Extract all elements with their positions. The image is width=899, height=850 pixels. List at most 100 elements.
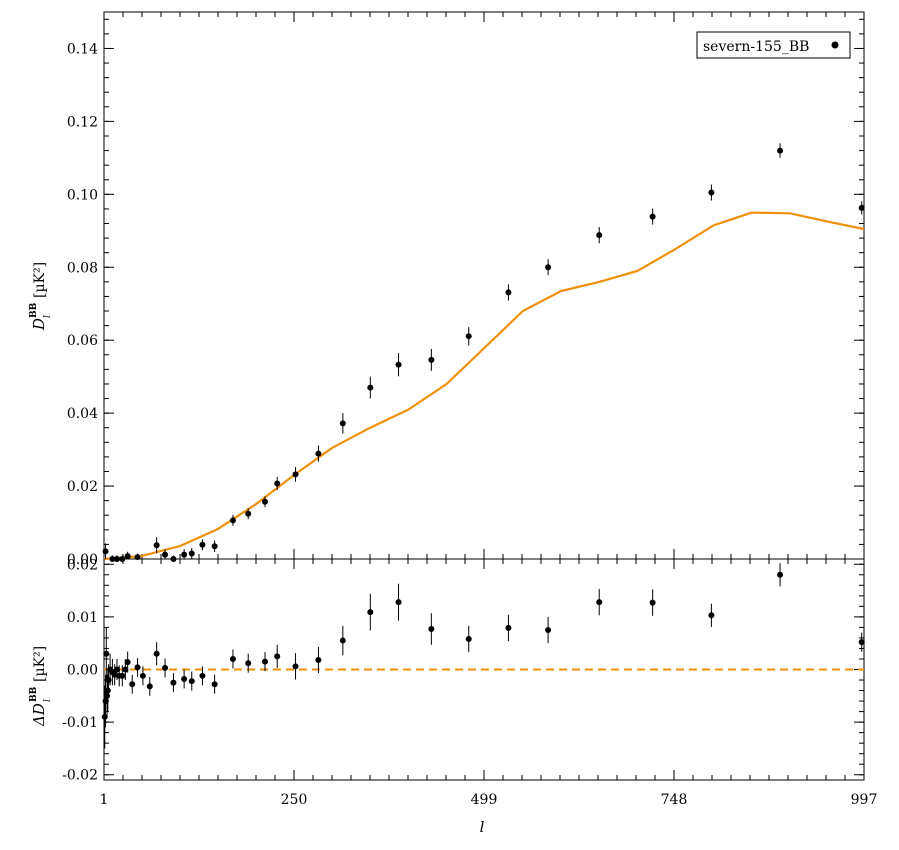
top-panel-ticks: 0.00 0.02 0.04 0.06 0.08 0.10 0.12 0.14 — [67, 12, 865, 568]
bottom-ytick-label: -0.02 — [62, 768, 98, 784]
top-panel-frame — [103, 11, 865, 560]
top-ytick-label: 0.04 — [67, 406, 98, 422]
x-axis-label: l — [480, 818, 485, 836]
residual-point — [339, 637, 346, 644]
residual-point — [229, 655, 236, 662]
bottom-ytick-label: 0.00 — [67, 663, 98, 679]
residual-point — [262, 658, 269, 665]
residual-point — [465, 635, 472, 642]
xtick-label: 748 — [661, 792, 688, 808]
top-data-point — [181, 551, 188, 558]
xtick-label: 1 — [100, 792, 109, 808]
residual-point — [162, 664, 169, 671]
bottom-y-axis-label: ΔD l BB [µK²] — [29, 646, 53, 727]
top-data-point — [245, 510, 252, 517]
top-data-point — [596, 232, 603, 239]
top-data-point — [649, 213, 656, 220]
top-data-point — [545, 264, 552, 271]
top-data-point — [505, 289, 512, 296]
residual-point — [545, 627, 552, 634]
top-data-point — [188, 550, 195, 557]
top-data-point — [134, 554, 141, 561]
bottom-ytick-label: 0.01 — [67, 610, 98, 626]
residual-point — [101, 713, 108, 720]
residual-point — [505, 624, 512, 631]
residual-point — [170, 679, 177, 686]
top-data-point — [119, 556, 126, 562]
top-data-point — [315, 450, 322, 457]
residual-point — [395, 599, 402, 606]
residual-point — [292, 663, 299, 670]
residual-point — [367, 609, 374, 616]
legend: severn-155_BB — [696, 31, 851, 59]
top-data-point — [428, 356, 435, 363]
top-ylabel-sup: BB — [29, 302, 39, 318]
model-curve — [103, 211, 865, 561]
top-ytick-label: 0.10 — [67, 187, 98, 203]
residual-point — [649, 599, 656, 606]
residual-points-layer — [101, 563, 865, 749]
bottom-ylabel-unit: [µK²] — [32, 646, 48, 682]
residual-point — [103, 650, 110, 657]
bottom-panel-ticks: -0.02 -0.01 0.00 0.01 0.02 1 250 499 748 997 — [62, 557, 877, 808]
top-data-point — [124, 553, 131, 560]
top-ytick-label: 0.06 — [67, 333, 98, 349]
residual-point — [428, 625, 435, 632]
top-data-point — [292, 471, 299, 478]
top-ylabel-sub: l — [43, 315, 53, 318]
bottom-ylabel-sup: BB — [29, 686, 39, 702]
residual-point — [146, 683, 153, 690]
top-data-points-layer — [102, 143, 865, 562]
residual-point — [124, 659, 131, 666]
residual-point — [153, 650, 160, 657]
residual-point — [777, 571, 784, 578]
top-ytick-label: 0.14 — [67, 41, 98, 57]
top-data-point — [339, 420, 346, 427]
top-data-point — [367, 384, 374, 391]
top-data-point — [102, 548, 109, 555]
residual-point — [104, 692, 111, 699]
top-data-point — [211, 543, 218, 550]
residual-point — [188, 678, 195, 685]
top-data-point — [109, 556, 116, 562]
top-data-point — [777, 147, 784, 154]
xtick-label: 997 — [851, 792, 878, 808]
xtick-label: 499 — [471, 792, 498, 808]
residual-point — [129, 681, 136, 688]
residual-point — [134, 664, 141, 671]
top-data-point — [858, 204, 865, 211]
legend-box — [696, 31, 851, 59]
top-data-point — [153, 542, 160, 549]
residual-point — [708, 612, 715, 619]
top-ytick-label: 0.08 — [67, 260, 98, 276]
residual-point — [119, 672, 126, 679]
top-ytick-label: 0.00 — [67, 552, 98, 568]
residual-point — [211, 681, 218, 688]
residual-point — [111, 671, 118, 678]
residual-point — [181, 675, 188, 682]
top-data-point — [395, 361, 402, 368]
legend-label: severn-155_BB — [703, 39, 809, 55]
residual-point — [274, 653, 281, 660]
bottom-ytick-label: 0.02 — [67, 557, 98, 573]
residual-point — [122, 666, 129, 673]
residual-point — [315, 657, 322, 664]
top-data-point — [274, 480, 281, 487]
residual-point — [105, 677, 112, 684]
top-ytick-label: 0.02 — [67, 479, 98, 495]
residual-point — [113, 666, 120, 673]
top-data-point — [162, 551, 169, 558]
xtick-label: 250 — [281, 792, 308, 808]
top-data-point — [199, 541, 206, 548]
top-data-point — [262, 498, 269, 505]
top-data-point — [170, 556, 177, 562]
bottom-ylabel-sub: l — [43, 699, 53, 702]
top-data-point — [229, 517, 236, 524]
top-y-axis-label: D l BB [µK²] — [29, 262, 53, 331]
residual-point — [199, 672, 206, 679]
top-ylabel-unit: [µK²] — [32, 262, 48, 298]
legend-marker — [831, 41, 839, 49]
bottom-ytick-label: -0.01 — [62, 715, 98, 731]
top-data-point — [708, 189, 715, 196]
residual-point — [139, 672, 146, 679]
